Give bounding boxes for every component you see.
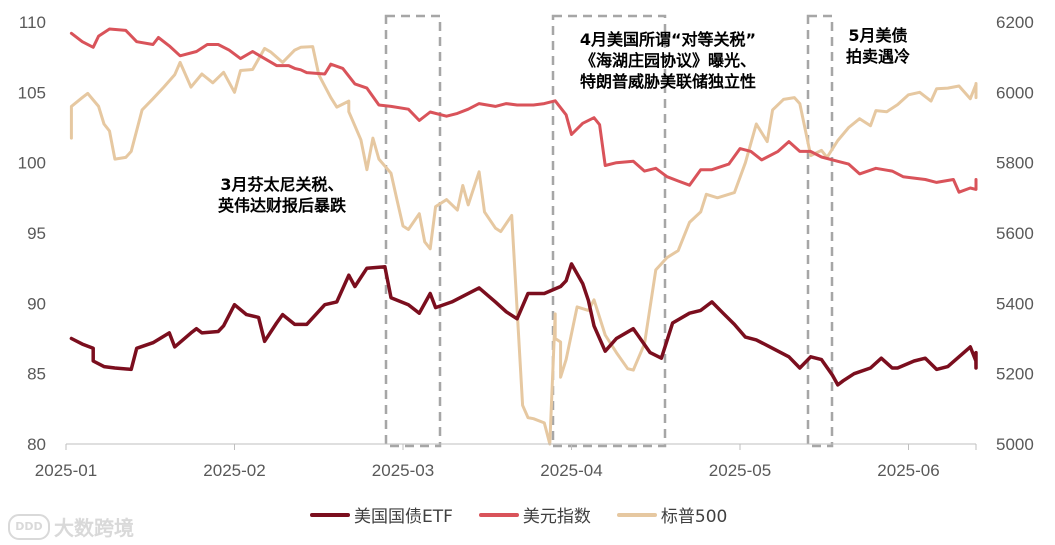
x-tick-label: 2025-05 [709, 461, 771, 480]
y-right-tick-label: 5600 [996, 224, 1034, 243]
y-left-tick-label: 85 [27, 365, 46, 384]
highlight-box-march [384, 14, 442, 448]
treasury-etf-line [69, 262, 978, 387]
legend: 美国国债ETF 美元指数 标普500 [310, 502, 727, 527]
legend-item-dollar-index: 美元指数 [478, 502, 591, 527]
y-right-tick-label: 6000 [996, 83, 1034, 102]
annotation-april-line: 特朗普威胁美联储独立性 [580, 72, 756, 91]
annotation-may-line: 5月美债 [848, 26, 907, 45]
y-right-tick-label: 6200 [996, 13, 1034, 32]
watermark-logo: DDD [8, 513, 50, 540]
y-right-tick-label: 5000 [996, 435, 1034, 454]
legend-swatch-sp500 [616, 512, 657, 517]
annotation-april-line: 《海湖庄园协议》曝光、 [580, 51, 756, 70]
x-tick-label: 2025-01 [35, 461, 97, 480]
legend-swatch-dollar-index [478, 512, 519, 517]
annotation-march-line: 3月芬太尼关税、 [220, 175, 343, 194]
y-axis-right: 5000 5200 5400 5600 5800 6000 6200 [996, 13, 1034, 454]
legend-item-treasury-etf: 美国国债ETF [310, 502, 453, 527]
x-tick-label: 2025-06 [877, 461, 939, 480]
dollar-index-line [69, 27, 978, 194]
x-tick-label: 2025-03 [372, 461, 434, 480]
watermark-text: 大数跨境 [54, 516, 134, 540]
y-right-tick-label: 5200 [996, 365, 1034, 384]
y-right-tick-label: 5800 [996, 154, 1034, 173]
annotation-march-line: 英伟达财报后暴跌 [217, 196, 347, 215]
highlight-boxes [384, 14, 834, 448]
y-left-tick-label: 80 [27, 435, 46, 454]
legend-label-sp500: 标普500 [660, 507, 728, 527]
legend-label-dollar-index: 美元指数 [522, 507, 591, 527]
annotations: 3月芬太尼关税、英伟达财报后暴跌 4月美国所谓“对等关税” 《海湖庄园协议》曝光、特… [217, 26, 910, 215]
legend-label-treasury-etf: 美国国债ETF [354, 507, 453, 527]
x-axis: 2025-01 2025-02 2025-03 2025-04 2025-05 2025-… [35, 443, 977, 480]
y-left-tick-label: 110 [19, 13, 46, 32]
y-axis-left: 80 85 90 95 100 105 110 [18, 13, 46, 454]
highlight-box-may [806, 14, 834, 448]
series-lines [69, 27, 978, 446]
x-tick-label: 2025-04 [540, 461, 602, 480]
legend-swatch-treasury-etf [310, 512, 350, 517]
y-left-tick-label: 90 [27, 294, 46, 313]
y-right-tick-label: 5400 [996, 294, 1034, 313]
annotation-may-line: 拍卖遇冷 [846, 47, 910, 66]
x-tick-label: 2025-02 [203, 461, 265, 480]
y-left-tick-label: 95 [27, 224, 46, 243]
annotation-april-line: 4月美国所谓“对等关税” [580, 30, 756, 49]
y-left-tick-label: 100 [18, 154, 46, 173]
y-left-tick-label: 105 [18, 83, 46, 102]
watermark: DDD 大数跨境 [8, 512, 134, 541]
legend-item-sp500: 标普500 [616, 502, 728, 527]
